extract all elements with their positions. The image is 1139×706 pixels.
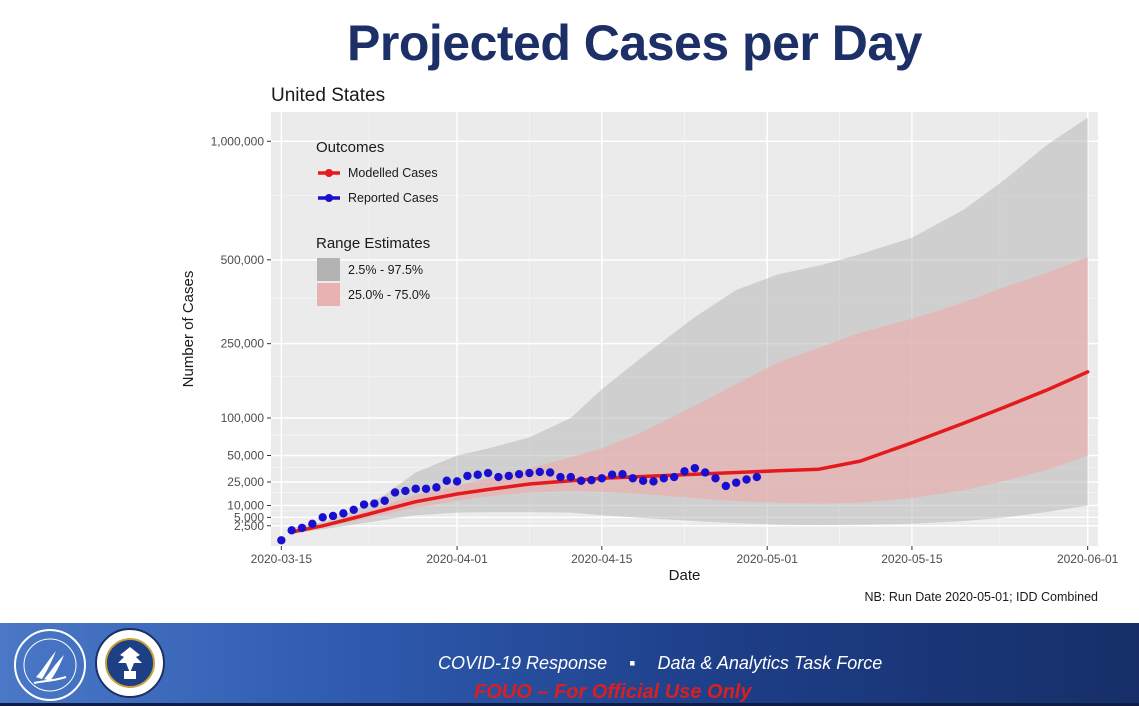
- footer-banner: COVID-19 Response ▪ Data & Analytics Task …: [0, 623, 1139, 706]
- reported-case-point: [297, 523, 307, 533]
- reported-case-point: [742, 475, 751, 484]
- reported-case-point: [566, 472, 575, 482]
- legend-outcome-dot: [325, 169, 333, 177]
- footer-separator: ▪: [629, 653, 636, 673]
- reported-case-point: [731, 478, 741, 487]
- x-tick-label: 2020-03-15: [251, 552, 313, 566]
- reported-case-point: [618, 469, 627, 479]
- reported-case-point: [700, 468, 710, 477]
- x-tick-label: 2020-04-01: [426, 552, 488, 566]
- reported-case-point: [494, 472, 503, 482]
- x-tick-label: 2020-05-15: [881, 552, 943, 566]
- reported-case-point: [587, 475, 596, 485]
- reported-case-point: [690, 463, 700, 473]
- reported-case-point: [680, 467, 689, 476]
- reported-case-point: [597, 474, 606, 483]
- reported-case-point: [287, 526, 296, 535]
- reported-case-point: [432, 483, 441, 492]
- y-tick-label: 10,000: [227, 499, 264, 513]
- reported-case-point: [308, 519, 317, 529]
- reported-case-point: [649, 477, 658, 486]
- fouo-label: FOUO – For Official Use Only: [474, 681, 752, 703]
- y-tick-label: 50,000: [227, 449, 264, 463]
- reported-case-point: [349, 505, 358, 515]
- reported-case-point: [401, 486, 410, 496]
- y-tick-label: 500,000: [221, 253, 265, 267]
- y-tick-label: 1,000,000: [211, 134, 265, 148]
- reported-case-point: [452, 477, 462, 486]
- reported-case-point: [380, 496, 389, 505]
- y-tick-label: 2,500: [234, 519, 264, 533]
- legend-outcome-label: Reported Cases: [348, 191, 438, 205]
- reported-case-point: [339, 509, 348, 518]
- reported-case-point: [463, 471, 472, 481]
- reported-case-point: [359, 500, 369, 509]
- y-tick-label: 25,000: [227, 475, 264, 489]
- reported-case-point: [328, 511, 338, 521]
- reported-case-point: [711, 474, 720, 483]
- y-tick-label: 100,000: [221, 411, 265, 425]
- reported-case-point: [525, 468, 534, 478]
- footer-bottom-bar: [0, 703, 1139, 706]
- reported-case-point: [514, 469, 524, 479]
- y-axis-title: Number of Cases: [180, 271, 197, 388]
- chart-note: NB: Run Date 2020-05-01; IDD Combined: [865, 590, 1099, 604]
- y-tick-label: 250,000: [221, 337, 265, 351]
- range-band-50: [291, 257, 1088, 534]
- x-tick-label: 2020-06-01: [1057, 552, 1119, 566]
- footer-text-left: COVID-19 Response: [438, 653, 608, 673]
- reported-case-point: [277, 536, 286, 545]
- legend-ranges-title: Range Estimates: [316, 235, 430, 252]
- reported-case-point: [607, 470, 617, 479]
- reported-case-point: [504, 471, 513, 481]
- y-tick-label: 5,000: [234, 510, 264, 524]
- legend-outcome-dot: [325, 194, 333, 202]
- reported-case-point: [638, 476, 648, 485]
- chart-title: United States: [271, 85, 385, 106]
- legend-range-swatch: [317, 258, 340, 281]
- reported-case-point: [752, 472, 762, 482]
- reported-case-point: [721, 481, 731, 491]
- legend-range-swatch: [317, 283, 340, 306]
- legend-range-label: 2.5% - 97.5%: [348, 263, 423, 277]
- reported-case-point: [576, 476, 586, 485]
- reported-case-point: [483, 468, 493, 478]
- reported-case-point: [411, 484, 420, 493]
- x-tick-label: 2020-05-01: [737, 552, 799, 566]
- reported-case-point: [390, 488, 400, 497]
- footer-text-right: Data & Analytics Task Force: [657, 653, 883, 673]
- footer-caption: COVID-19 Response ▪ Data & Analytics Task …: [438, 653, 882, 674]
- reported-case-point: [535, 467, 544, 477]
- slide-title: Projected Cases per Day: [347, 15, 922, 71]
- legend-range-label: 25.0% - 75.0%: [348, 288, 430, 302]
- reported-case-point: [370, 499, 379, 508]
- reported-case-point: [473, 470, 482, 479]
- dhs-seal-icon: [95, 628, 165, 698]
- reported-case-point: [318, 513, 327, 522]
- reported-case-point: [545, 468, 555, 477]
- reported-case-point: [628, 474, 638, 483]
- legend-outcomes-title: Outcomes: [316, 139, 384, 156]
- x-axis-title: Date: [669, 567, 701, 584]
- reported-case-point: [421, 484, 431, 493]
- reported-case-point: [556, 472, 565, 482]
- reported-case-point: [442, 476, 451, 485]
- modelled-cases-line: [289, 370, 1090, 534]
- reported-case-point: [669, 472, 679, 482]
- x-tick-label: 2020-04-15: [571, 552, 633, 566]
- hhs-seal-icon: [14, 629, 86, 701]
- legend-outcome-label: Modelled Cases: [348, 166, 438, 180]
- reported-case-point: [659, 474, 669, 483]
